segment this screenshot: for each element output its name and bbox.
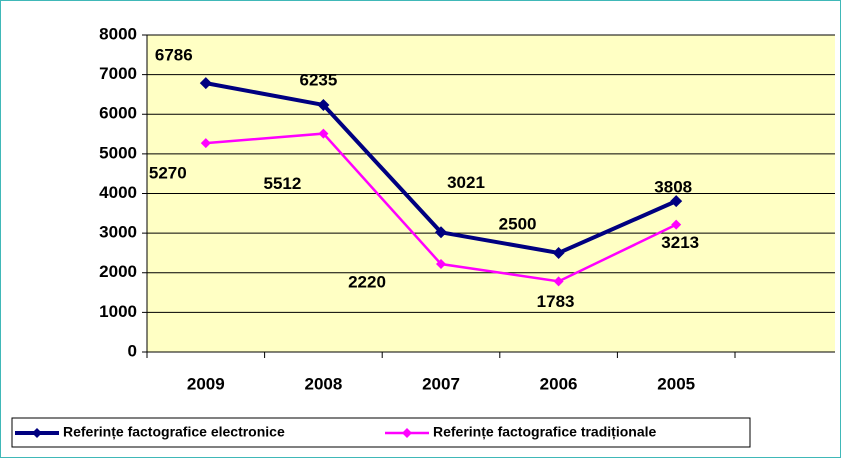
data-point <box>671 219 682 230</box>
legend-label: Referințe factografice tradiționale <box>433 424 656 440</box>
data-point <box>670 195 683 208</box>
legend-box <box>11 417 751 448</box>
legend-label: Referințe factografice electronice <box>63 424 285 440</box>
data-point <box>553 276 564 287</box>
legend: Referințe factografice electronice Referi… <box>11 417 751 448</box>
x-tick-label: 2009 <box>187 374 225 393</box>
data-point <box>436 259 446 270</box>
y-tick-label: 4000 <box>99 183 137 202</box>
data-label: 5270 <box>149 164 187 183</box>
x-tick-label: 2008 <box>304 374 342 393</box>
data-point <box>317 98 330 111</box>
data-label: 3213 <box>661 233 699 252</box>
y-tick-label: 6000 <box>99 104 137 123</box>
x-tick-label: 2005 <box>657 374 695 393</box>
y-tick-label: 1000 <box>99 302 137 321</box>
legend-marker <box>32 428 42 438</box>
y-tick-label: 8000 <box>99 24 137 43</box>
data-point <box>199 77 212 90</box>
data-point <box>435 226 447 239</box>
y-tick-label: 7000 <box>99 64 137 83</box>
data-point <box>200 138 211 149</box>
data-label: 6786 <box>155 46 193 65</box>
data-label: 2220 <box>348 273 386 292</box>
data-point <box>318 128 329 139</box>
legend-marker <box>402 428 412 438</box>
y-tick-label: 2000 <box>99 262 137 281</box>
y-tick-label: 3000 <box>99 223 137 242</box>
data-label: 1783 <box>537 292 575 311</box>
x-tick-label: 2007 <box>422 374 460 393</box>
data-point <box>552 246 565 259</box>
y-tick-label: 0 <box>128 341 137 360</box>
data-label: 3808 <box>654 178 692 197</box>
data-label: 2500 <box>499 214 537 233</box>
data-label: 6235 <box>299 70 337 89</box>
data-label: 3021 <box>447 173 485 192</box>
y-tick-label: 5000 <box>99 143 137 162</box>
x-tick-label: 2006 <box>540 374 578 393</box>
data-label: 5512 <box>263 174 301 193</box>
